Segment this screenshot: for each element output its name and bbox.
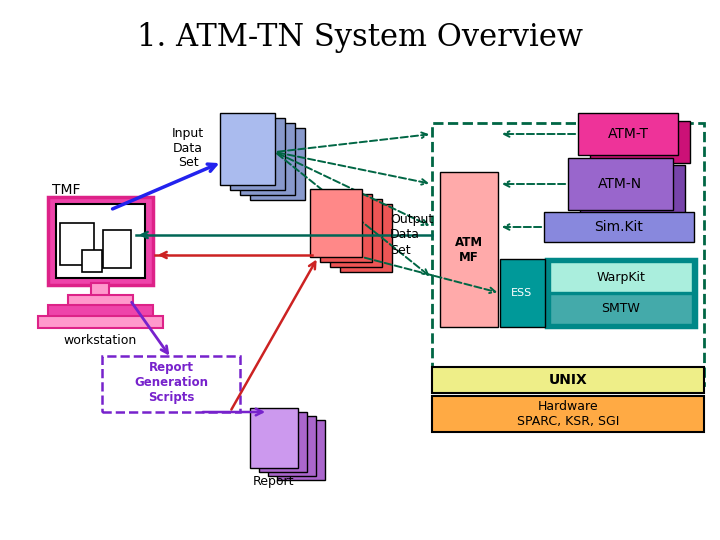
Bar xyxy=(500,259,545,327)
FancyBboxPatch shape xyxy=(546,259,696,327)
Text: Sim.Kit: Sim.Kit xyxy=(595,220,644,234)
Bar xyxy=(568,158,673,210)
Bar xyxy=(38,316,163,328)
Bar xyxy=(578,113,678,155)
Bar xyxy=(277,420,325,480)
Bar xyxy=(220,113,275,185)
Text: TMF: TMF xyxy=(52,183,81,197)
Text: Input
Data
Set: Input Data Set xyxy=(172,126,204,170)
Bar xyxy=(68,295,133,307)
Text: Report
Generation
Scripts: Report Generation Scripts xyxy=(134,361,208,404)
Bar xyxy=(310,189,362,257)
Text: ATM-T: ATM-T xyxy=(608,127,649,141)
Bar xyxy=(590,121,690,163)
Text: ESS: ESS xyxy=(511,288,533,298)
Bar xyxy=(230,118,285,190)
Text: WarpKit: WarpKit xyxy=(597,271,645,284)
Bar xyxy=(550,294,692,324)
FancyBboxPatch shape xyxy=(102,356,240,412)
Bar xyxy=(544,212,694,242)
Bar xyxy=(103,230,131,268)
Bar xyxy=(580,165,685,217)
Text: UNIX: UNIX xyxy=(549,373,588,387)
Bar xyxy=(320,194,372,262)
Bar xyxy=(60,223,94,265)
Text: Report: Report xyxy=(253,476,294,489)
Text: SMTW: SMTW xyxy=(602,302,640,315)
Text: ATM
MF: ATM MF xyxy=(455,236,483,264)
Bar xyxy=(259,412,307,472)
Text: 1. ATM-TN System Overview: 1. ATM-TN System Overview xyxy=(137,22,583,53)
Text: ATM-N: ATM-N xyxy=(598,177,642,191)
Bar xyxy=(250,128,305,200)
Bar xyxy=(240,123,295,195)
Bar xyxy=(432,396,704,432)
Bar xyxy=(48,305,153,318)
Bar xyxy=(82,250,102,272)
Bar xyxy=(550,262,692,292)
Bar xyxy=(268,416,316,476)
Bar xyxy=(91,283,109,297)
Text: workstation: workstation xyxy=(63,334,137,347)
Bar xyxy=(250,408,298,468)
Bar xyxy=(56,204,145,278)
Bar xyxy=(440,172,498,327)
Bar xyxy=(330,199,382,267)
Text: Hardware
SPARC, KSR, SGI: Hardware SPARC, KSR, SGI xyxy=(517,400,619,428)
Text: Output
Data
Set: Output Data Set xyxy=(390,213,433,256)
Bar xyxy=(432,367,704,393)
Bar xyxy=(48,197,153,285)
Bar xyxy=(340,204,392,272)
